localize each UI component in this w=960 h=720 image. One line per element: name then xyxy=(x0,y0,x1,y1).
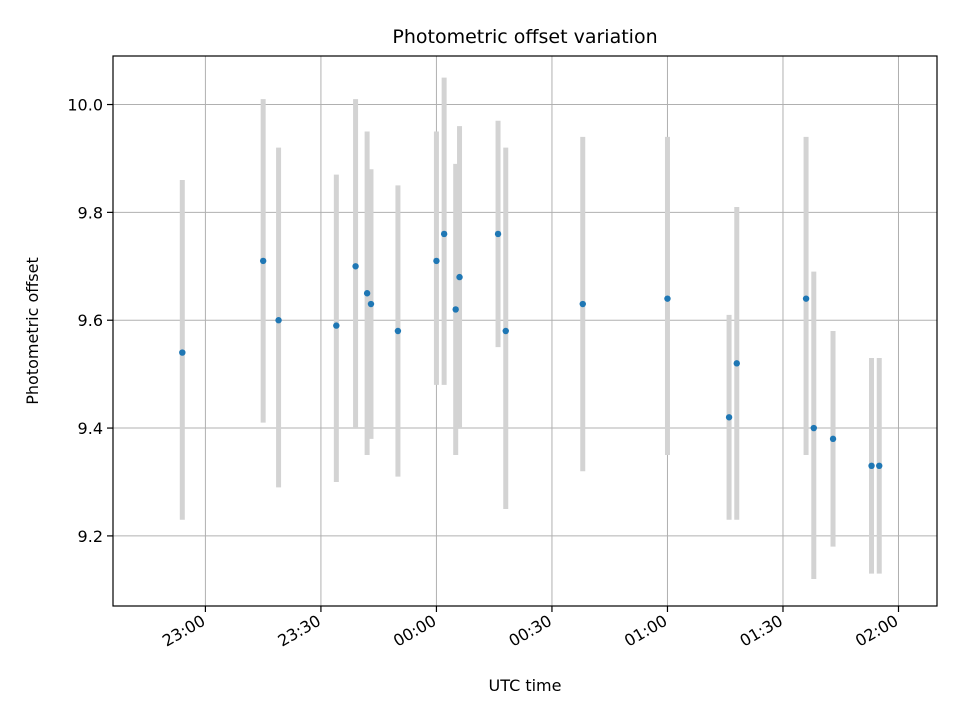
data-point xyxy=(363,290,371,297)
data-point xyxy=(333,322,340,329)
y-axis-ticks: 9.2 9.4 9.6 9.8 10.0 xyxy=(67,96,113,546)
chart-title: Photometric offset variation xyxy=(392,26,657,48)
point-layer xyxy=(179,230,883,470)
data-point xyxy=(810,424,817,432)
data-point xyxy=(579,300,586,308)
data-point xyxy=(433,257,440,265)
data-point xyxy=(868,462,875,470)
y-tick-label: 9.2 xyxy=(78,527,103,546)
data-point xyxy=(733,360,740,367)
data-point xyxy=(502,327,509,335)
data-point xyxy=(179,349,186,356)
data-point xyxy=(440,230,448,238)
y-tick-label: 9.6 xyxy=(78,311,103,330)
y-tick-label: 9.4 xyxy=(78,419,103,438)
data-point xyxy=(452,306,459,313)
data-point xyxy=(394,327,402,335)
data-point xyxy=(664,295,671,302)
y-axis-label: Photometric offset xyxy=(23,257,42,405)
plot-frame xyxy=(112,55,938,607)
data-point xyxy=(876,462,883,470)
y-tick-label: 10.0 xyxy=(67,96,103,115)
data-point xyxy=(494,230,502,238)
y-tick-label: 9.8 xyxy=(78,203,103,222)
data-point xyxy=(367,300,375,308)
data-point xyxy=(259,257,267,265)
data-point xyxy=(275,317,282,324)
data-point xyxy=(802,295,810,302)
data-point xyxy=(456,273,463,281)
data-point xyxy=(829,435,837,443)
x-axis-label: UTC time xyxy=(489,676,562,695)
plot-area xyxy=(113,56,937,606)
data-point xyxy=(725,414,733,421)
data-point xyxy=(352,263,359,270)
